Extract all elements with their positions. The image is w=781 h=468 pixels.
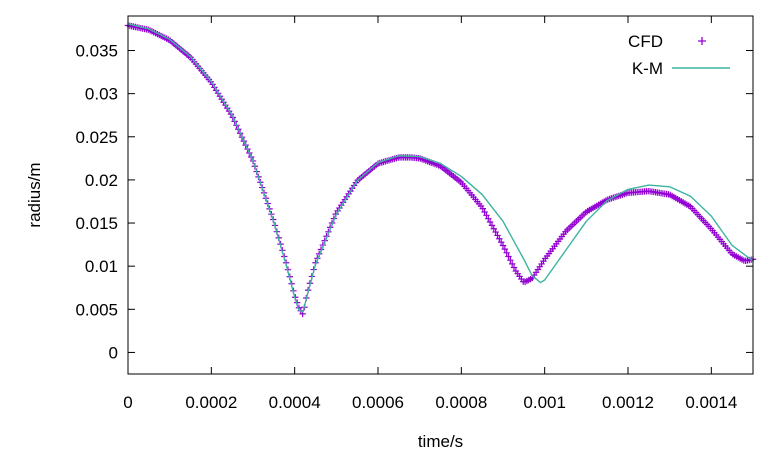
cfd-point xyxy=(496,235,503,242)
y-tick-label: 0 xyxy=(109,343,118,362)
cfd-point xyxy=(497,238,505,246)
cfd-point xyxy=(485,215,492,222)
y-tick-label: 0.02 xyxy=(85,171,118,190)
legend-marker-cfd xyxy=(698,37,706,45)
cfd-point xyxy=(481,208,488,216)
x-tick-label: 0.0004 xyxy=(269,393,321,412)
cfd-point xyxy=(499,242,507,249)
x-tick-label: 0.001 xyxy=(523,393,566,412)
cfd-point xyxy=(508,260,516,268)
km-series xyxy=(127,23,754,313)
plot-frame xyxy=(127,15,754,375)
x-tick-label: 0.0012 xyxy=(602,393,654,412)
legend-plus xyxy=(698,37,706,45)
km-line xyxy=(127,23,754,313)
x-axis-title: time/s xyxy=(418,432,463,451)
cfd-point xyxy=(505,253,512,260)
legend-label-cfd: CFD xyxy=(628,32,663,51)
cfd-point xyxy=(492,228,499,236)
cfd-point xyxy=(501,245,509,253)
y-axis-title: radius/m xyxy=(25,162,44,227)
legend: CFD K-M xyxy=(628,32,730,78)
y-tick-label: 0.015 xyxy=(75,214,118,233)
cfd-point xyxy=(479,205,486,212)
y-tick-label: 0.035 xyxy=(75,42,118,61)
y-tick-label: 0.025 xyxy=(75,128,118,147)
cfd-point xyxy=(488,222,496,229)
y-tick-label: 0.005 xyxy=(75,300,118,319)
x-tick-label: 0.0002 xyxy=(185,393,237,412)
x-tick-label: 0.0008 xyxy=(435,393,487,412)
y-tick-label: 0.01 xyxy=(85,257,118,276)
axis-ticks: 0 0.0002 0.0004 0.0006 0.0008 0.001 0.0012 0.00… xyxy=(75,16,753,412)
legend-label-km: K-M xyxy=(632,59,663,78)
cfd-point xyxy=(494,232,501,239)
cfd-point xyxy=(503,249,510,257)
cfd-point xyxy=(507,256,514,264)
cfd-point xyxy=(490,225,498,232)
y-tick-label: 0.03 xyxy=(85,85,118,104)
x-tick-label: 0.0006 xyxy=(352,393,404,412)
cfd-point xyxy=(483,212,490,219)
cfd-point xyxy=(510,264,518,271)
x-tick-label: 0.0014 xyxy=(685,393,737,412)
cfd-point xyxy=(486,218,494,226)
x-tick-label: 0 xyxy=(123,393,132,412)
